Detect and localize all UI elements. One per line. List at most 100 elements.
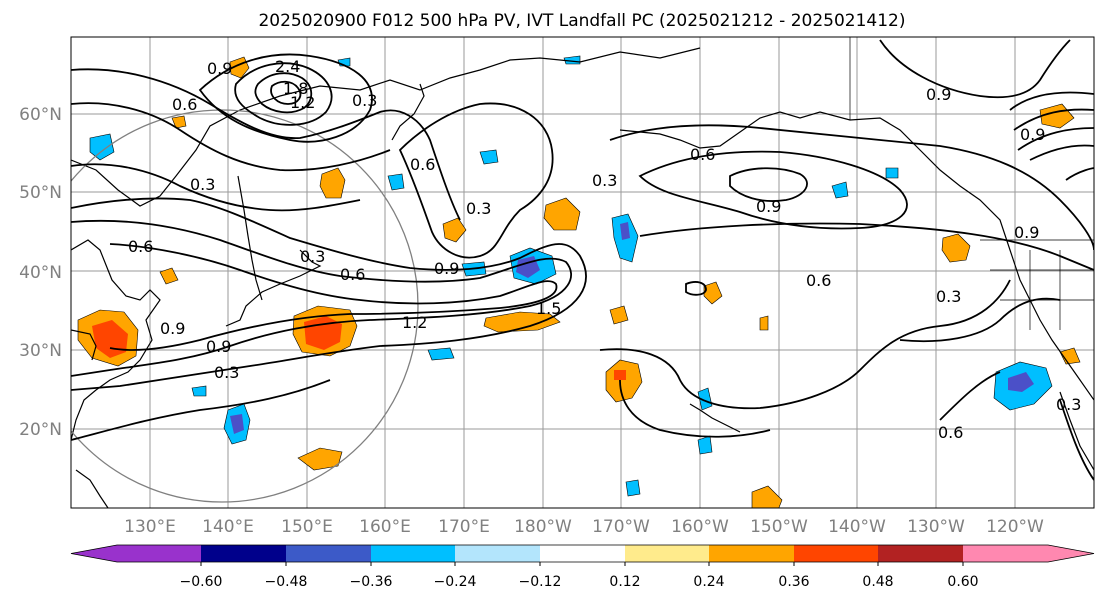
contour-line bbox=[939, 371, 1094, 481]
coastline-korea bbox=[71, 329, 97, 361]
contour-line bbox=[71, 102, 391, 172]
coastline-sakhalin bbox=[237, 175, 263, 301]
contour-line bbox=[109, 243, 558, 351]
contour-label: 0.3 bbox=[592, 171, 617, 190]
contour-label: 0.6 bbox=[410, 155, 435, 174]
contour-line bbox=[899, 297, 1061, 343]
shade-positive bbox=[159, 267, 179, 285]
shade-negative bbox=[625, 479, 641, 497]
colorbar-extend-min bbox=[71, 545, 117, 562]
shade-positive bbox=[442, 217, 467, 243]
colorbar-segment bbox=[878, 545, 963, 562]
contour-label-group: 0.9 0.6 2.4 1.8 1.2 0.3 0.3 0.6 0.3 0.6 … bbox=[128, 57, 1081, 442]
contour-line bbox=[254, 72, 313, 114]
map-frame bbox=[70, 36, 1095, 509]
contour-label: 0.9 bbox=[206, 337, 231, 356]
shade-negative bbox=[89, 133, 115, 161]
colorbar-segment bbox=[201, 545, 286, 562]
contour-line bbox=[198, 53, 373, 143]
contour-label: 1.2 bbox=[290, 93, 315, 112]
shade-strong-negative bbox=[620, 222, 630, 240]
contour-line bbox=[1009, 91, 1094, 161]
contour-line bbox=[234, 62, 333, 126]
lon-tick-label: 150°W bbox=[750, 517, 808, 537]
contour-label: 0.3 bbox=[352, 91, 377, 110]
shade-positive bbox=[297, 447, 343, 471]
contour-label: 0.6 bbox=[806, 271, 831, 290]
contour-line bbox=[599, 279, 1011, 410]
shade-negative bbox=[427, 347, 455, 361]
longitude-labels: 130°E 140°E 150°E 160°E 170°E 180°W 170°… bbox=[124, 517, 1044, 537]
contour-label: 0.6 bbox=[938, 423, 963, 442]
colorbar-outline bbox=[70, 544, 1095, 563]
contour-label: 0.3 bbox=[300, 247, 325, 266]
contour-label: 0.6 bbox=[340, 265, 365, 284]
colorbar-tick-label: 0.12 bbox=[609, 574, 640, 590]
contour-label: 1.2 bbox=[402, 313, 427, 332]
lon-tick-label: 170°E bbox=[438, 517, 490, 537]
coastline-kamchatka bbox=[391, 83, 425, 141]
contour-label: 0.9 bbox=[1014, 223, 1039, 242]
shade-negative bbox=[387, 173, 405, 191]
contour-label: 0.3 bbox=[190, 175, 215, 194]
anomaly-shading bbox=[77, 55, 1081, 508]
contour-line bbox=[71, 163, 361, 212]
contour-label: 0.9 bbox=[756, 197, 781, 216]
contour-line bbox=[639, 222, 1094, 271]
distance-ring bbox=[71, 109, 419, 503]
contour-line bbox=[71, 197, 587, 391]
shade-positive bbox=[751, 485, 783, 508]
shade-strong-negative bbox=[230, 414, 244, 434]
colorbar-segment bbox=[963, 545, 1048, 562]
colorbar-tick-labels: −0.60 −0.48 −0.36 −0.24 −0.12 0.12 0.24 … bbox=[180, 574, 979, 590]
coastline-philippines bbox=[75, 469, 109, 508]
contour-label: 0.9 bbox=[926, 85, 951, 104]
colorbar-segment bbox=[455, 545, 540, 562]
contour-label: 0.9 bbox=[160, 319, 185, 338]
colorbar-tick-label: 0.36 bbox=[778, 574, 809, 590]
lon-tick-label: 130°E bbox=[124, 517, 176, 537]
shade-negative bbox=[885, 167, 899, 179]
contour-line bbox=[71, 68, 461, 221]
lat-tick-label: 20°N bbox=[19, 420, 62, 440]
contour-label: 1.5 bbox=[536, 299, 561, 318]
lat-tick-label: 30°N bbox=[19, 341, 62, 361]
contour-line bbox=[685, 281, 707, 296]
contour-label: 2.4 bbox=[275, 57, 300, 76]
shade-positive bbox=[543, 197, 581, 231]
colorbar-extend-max bbox=[1048, 545, 1094, 562]
contour-line bbox=[638, 150, 908, 230]
coastline-baja bbox=[1059, 391, 1094, 471]
shade-positive bbox=[1059, 347, 1081, 365]
colorbar-segment bbox=[709, 545, 794, 562]
colorbar-tick-label: −0.24 bbox=[434, 574, 477, 590]
colorbar-segment bbox=[286, 545, 371, 562]
coastline-japan bbox=[225, 249, 322, 327]
state-boundaries bbox=[990, 250, 1094, 330]
contour-line bbox=[398, 102, 554, 259]
contour-label: 0.3 bbox=[214, 363, 239, 382]
contour-line bbox=[270, 80, 302, 105]
map-panel: 0.9 0.6 2.4 1.8 1.2 0.3 0.3 0.6 0.3 0.6 … bbox=[70, 36, 1095, 509]
contour-label: 0.9 bbox=[207, 59, 232, 78]
colorbar bbox=[70, 544, 1095, 566]
lon-tick-label: 140°E bbox=[202, 517, 254, 537]
colorbar-segment bbox=[117, 545, 201, 562]
contour-label: 0.6 bbox=[128, 237, 153, 256]
contour-line bbox=[619, 379, 771, 438]
colorbar-tick-label: −0.36 bbox=[350, 574, 393, 590]
contour-label: 0.6 bbox=[690, 145, 715, 164]
contour-line bbox=[609, 124, 1094, 251]
coastline-hawaii bbox=[689, 403, 741, 433]
contour-line bbox=[729, 167, 808, 202]
colorbar-segment bbox=[625, 545, 709, 562]
coastline-siberia bbox=[71, 47, 701, 207]
lon-tick-label: 160°E bbox=[359, 517, 411, 537]
latitude-labels: 60°N 50°N 40°N 30°N 20°N bbox=[19, 105, 62, 440]
contour-line bbox=[71, 219, 572, 377]
colorbar-tick-label: −0.60 bbox=[180, 574, 223, 590]
shade-negative bbox=[831, 181, 849, 199]
contour-label: 0.9 bbox=[434, 259, 459, 278]
lon-tick-label: 160°W bbox=[671, 517, 729, 537]
